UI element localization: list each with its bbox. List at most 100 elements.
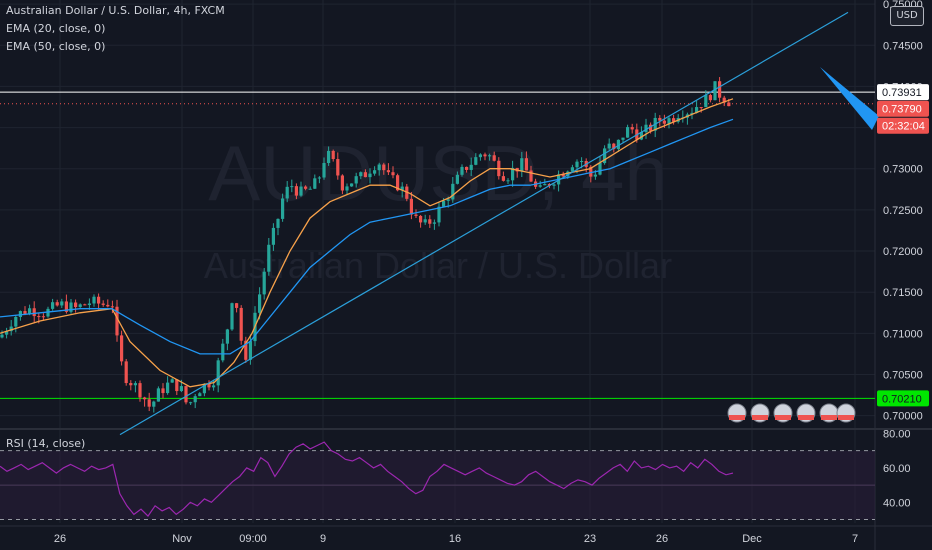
candle-body: [373, 170, 377, 174]
candle-body: [538, 185, 542, 187]
candle-body: [202, 383, 206, 394]
candle-body: [147, 399, 151, 407]
candle-body: [101, 303, 105, 305]
candle-body: [639, 132, 643, 140]
candle-body: [216, 360, 220, 386]
price-tick-label: 0.75000: [883, 0, 923, 11]
candle-body: [156, 388, 160, 402]
price-tick-label: 0.72500: [883, 205, 923, 217]
time-tick-label: 9: [320, 533, 326, 545]
candle-body: [501, 176, 505, 181]
candle-body: [143, 397, 147, 400]
candle-body: [465, 166, 469, 170]
candle-body: [626, 127, 630, 138]
ema20-line: [0, 98, 734, 388]
legend-rsi[interactable]: RSI (14, close): [6, 437, 86, 450]
time-axis[interactable]: 26 Nov 09:00 9 16 23 26 Dec 7: [54, 533, 858, 545]
candle-body: [727, 102, 731, 107]
time-tick-label: 26: [54, 533, 66, 545]
candle-body: [409, 198, 413, 215]
candle-body: [644, 124, 648, 133]
event-flag-icon: [729, 415, 745, 420]
candle-body: [179, 386, 183, 392]
candle-body: [28, 308, 32, 314]
candle-body: [285, 186, 289, 199]
candle-body: [718, 81, 722, 98]
candle-body: [276, 218, 280, 228]
trendlines: [119, 11, 849, 436]
candle-body: [570, 167, 574, 172]
candle-body: [239, 307, 243, 341]
candle-body: [488, 155, 492, 157]
candle-body: [258, 294, 262, 313]
currency-button[interactable]: USD: [890, 6, 924, 26]
candle-body: [382, 164, 386, 171]
event-flag-icon: [821, 415, 837, 420]
legend-ema20[interactable]: EMA (20, close, 0): [6, 22, 106, 35]
candle-body: [230, 303, 234, 330]
candle-body: [198, 393, 202, 397]
candle-body: [97, 296, 101, 304]
candle-body: [115, 306, 119, 336]
candle-body: [391, 172, 395, 176]
candle-body: [529, 170, 533, 182]
legend-ema50[interactable]: EMA (50, close, 0): [6, 40, 106, 53]
candle-body: [327, 150, 331, 163]
candle-body: [129, 383, 133, 386]
watermark-description: Australian Dollar / U.S. Dollar: [204, 245, 672, 286]
candle-body: [46, 308, 50, 317]
ema50-line: [0, 118, 734, 355]
candle-body: [92, 296, 96, 304]
candle-body: [446, 199, 450, 201]
time-tick-label: Nov: [172, 533, 192, 545]
candle-body: [524, 158, 528, 171]
candle-body: [483, 154, 487, 157]
time-tick-label: Dec: [742, 533, 762, 545]
candle-body: [322, 162, 326, 178]
candle-body: [699, 107, 703, 109]
price-axis[interactable]: 0.750000.745000.740000.735000.730000.725…: [877, 0, 929, 509]
price-tick-label: 0.71000: [883, 328, 923, 340]
candle-body: [64, 301, 68, 312]
price-tick-label: 0.70500: [883, 370, 923, 382]
candle-body: [51, 302, 55, 309]
candle-body: [304, 186, 308, 189]
time-tick-label: 09:00: [239, 533, 267, 545]
candle-body: [212, 385, 216, 388]
candle-body: [308, 188, 312, 190]
candle-body: [428, 219, 432, 224]
candle-body: [396, 175, 400, 191]
rsi-tick-label: 40.00: [883, 497, 911, 509]
candle-body: [133, 383, 137, 386]
candle-body: [575, 161, 579, 168]
candle-body: [368, 173, 372, 178]
candle-body: [207, 383, 211, 388]
legend-title[interactable]: Australian Dollar / U.S. Dollar, 4h, FXC…: [6, 4, 225, 17]
projection-arrow: [820, 67, 879, 130]
candle-body: [336, 159, 340, 176]
candle-body: [377, 164, 381, 171]
candle-body: [60, 301, 64, 306]
candle-body: [78, 304, 82, 308]
candle-body: [580, 161, 584, 163]
candle-body: [161, 388, 165, 394]
candle-body: [262, 271, 266, 295]
candle-body: [32, 308, 36, 317]
candle-body: [543, 184, 547, 186]
candle-body: [184, 386, 188, 403]
candle-body: [69, 302, 73, 312]
candle-body: [221, 343, 225, 361]
ema-lines: [0, 98, 734, 388]
price-tag: [877, 84, 929, 101]
candle-body: [630, 127, 634, 130]
candle-body: [55, 302, 59, 306]
candle-body: [593, 174, 597, 177]
time-tick-label: 26: [656, 533, 668, 545]
candle-body: [603, 148, 607, 164]
candle-body: [607, 143, 611, 149]
price-tick-label: 0.70000: [883, 411, 923, 423]
candle-body: [598, 163, 602, 175]
candle-body: [704, 95, 708, 108]
candle-body: [166, 382, 170, 394]
